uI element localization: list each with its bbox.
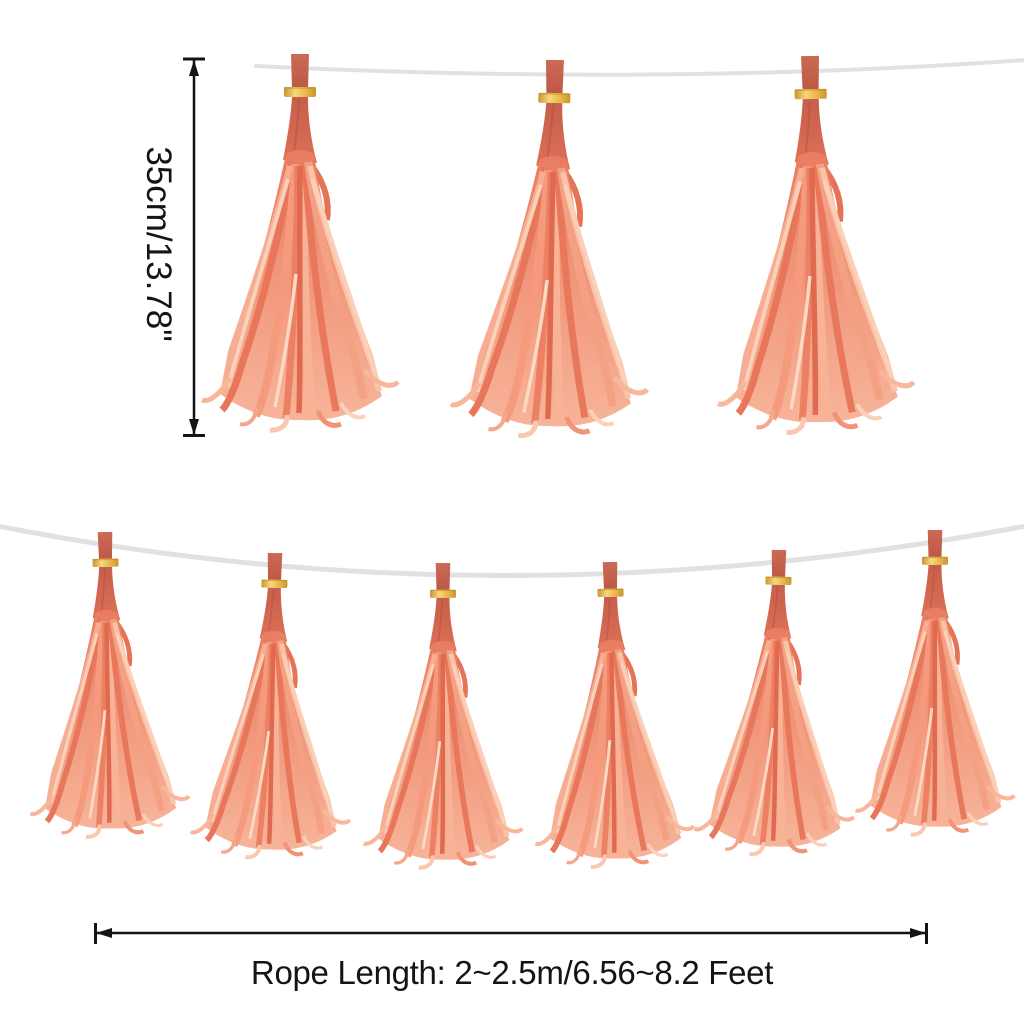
tassel — [202, 54, 398, 430]
rope-length-label: Rope Length: 2~2.5m/6.56~8.2 Feet — [250, 954, 774, 991]
tassel — [450, 58, 653, 437]
tassel — [694, 549, 858, 856]
horizontal-dimension-arrow — [94, 923, 928, 944]
tassel — [531, 561, 695, 868]
bottom-rope — [0, 523, 1024, 578]
tassel — [856, 530, 1015, 835]
tassel — [364, 563, 523, 868]
vertical-dimension-arrow — [183, 57, 205, 437]
top-tassel-row — [202, 54, 915, 438]
tassel — [712, 54, 915, 433]
top-rope — [254, 58, 1024, 77]
tassel — [190, 552, 354, 859]
bottom-tassel-row — [26, 530, 1015, 868]
tassel — [26, 531, 190, 838]
tassel-length-label: 35cm/13.78" — [139, 146, 178, 342]
